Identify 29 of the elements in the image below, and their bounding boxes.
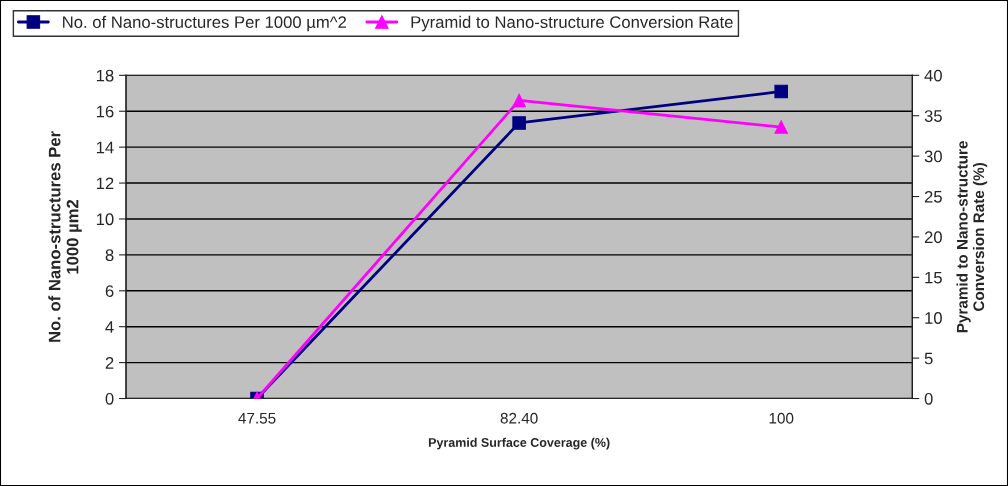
y2-tick-label: 0 [924, 392, 933, 405]
y2-axis-title: Pyramid to Nano-structure Conversion Rate (%) [956, 141, 988, 333]
y-tick-label: 0 [105, 392, 114, 405]
y-tick-label: 4 [105, 321, 114, 333]
legend-label: Pyramid to Nano-structure Conversion Rate [411, 15, 733, 32]
x-tick-label: 82.40 [500, 412, 538, 424]
y2-tick-label: 10 [925, 312, 942, 324]
x-tick-label: 100 [769, 412, 794, 424]
point [774, 84, 788, 99]
x-tick-label: 47.55 [238, 412, 276, 424]
y-tick-label: 8 [105, 249, 114, 262]
y2-tick-label: 30 [924, 150, 942, 163]
y-tick-label: 18 [96, 69, 114, 82]
y2-tick-label: 40 [924, 69, 942, 82]
y-tick-label: 14 [96, 141, 114, 154]
y2-tick-label: 20 [924, 231, 942, 244]
x-axis-title: Pyramid Surface Coverage (%) [428, 437, 610, 450]
y2-tick-label: 25 [924, 190, 942, 203]
y-tick-label: 2 [105, 357, 114, 369]
legend-label: No. of Nano-structures Per 1000 µm^2 [63, 15, 347, 32]
y-axis-title: No. of Nano-structures Per 1000 µm2 [48, 131, 82, 342]
y-tick-label: 16 [96, 105, 114, 118]
y-tick-label: 6 [105, 285, 114, 297]
y-tick-label: 12 [96, 177, 114, 190]
y2-tick-label: 35 [924, 110, 942, 122]
y2-tick-label: 5 [924, 352, 933, 365]
y-tick-label: 10 [96, 213, 114, 226]
point [512, 116, 526, 130]
y2-tick-label: 15 [925, 271, 942, 284]
